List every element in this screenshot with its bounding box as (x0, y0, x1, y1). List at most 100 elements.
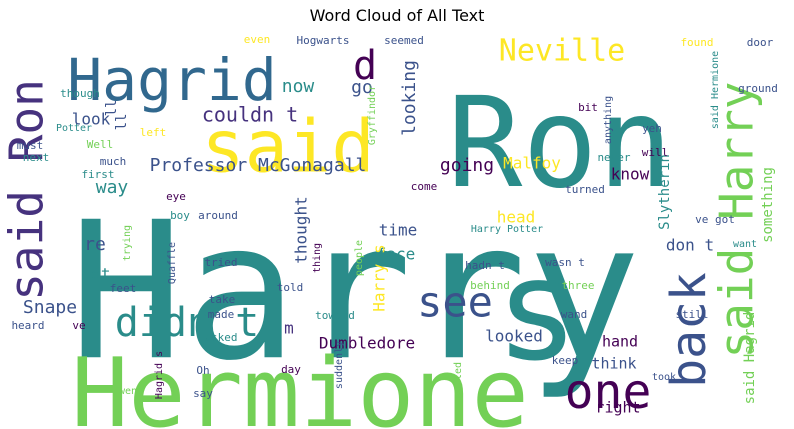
word-bit: bit (578, 101, 598, 114)
word-hadn-t: hadn t (465, 259, 505, 272)
word-something: something (760, 167, 776, 243)
word-harry-s: Harry s (370, 244, 389, 311)
word-ve: ve (72, 319, 85, 332)
word-told: told (277, 281, 304, 294)
word-looking: looking (399, 60, 420, 136)
word-got: got (82, 265, 111, 284)
word-said-harry: said Harry (710, 82, 764, 359)
word-said-hagrid: said Hagrid (742, 312, 758, 405)
word-heard: heard (11, 319, 44, 332)
word-gryffindor: Gryffindor (367, 85, 378, 145)
word-thought: thought (292, 196, 311, 263)
word-thing: thing (312, 243, 323, 273)
word-suddenly: suddenly (334, 341, 345, 389)
word-didn-t: didn t (115, 300, 260, 346)
word-re: re (84, 234, 106, 255)
word-ve-got: ve got (695, 213, 735, 226)
word-quaffle: Quaffle (167, 242, 178, 284)
word-slytherin: Slytherin (657, 154, 673, 230)
word-right: right (595, 399, 640, 417)
word-asked: asked (204, 331, 237, 344)
word-tried: tried (204, 256, 237, 269)
word-around: around (198, 209, 238, 222)
word-oh: Oh (196, 364, 209, 377)
word-time: time (379, 221, 418, 240)
word-anything: anything (603, 96, 614, 144)
word-take: take (209, 293, 236, 306)
word-hagrid: Hagrid (67, 46, 277, 114)
word-turned: turned (565, 183, 605, 196)
word-ground: ground (738, 82, 778, 95)
word-don-t: don t (666, 236, 714, 255)
word-still: still (675, 308, 708, 321)
word-way: way (96, 177, 129, 198)
word-took: took (652, 372, 676, 383)
word-left: left (140, 126, 167, 139)
word-couldn-t: couldn t (202, 103, 298, 127)
word-back: back (661, 272, 717, 388)
word-go: go (351, 77, 373, 98)
word-see: see (417, 278, 493, 327)
word-yeh: yeh (642, 122, 662, 135)
word-malfoy: Malfoy (503, 154, 561, 173)
word-want: want (733, 239, 757, 250)
word-made: made (208, 308, 235, 321)
word-said-hermione: said Hermione (710, 51, 721, 129)
word-three: three (561, 279, 594, 292)
word-professor-mcgonagall: Professor McGonagall (150, 155, 367, 176)
word-next: next (23, 151, 50, 164)
word-now: now (282, 76, 315, 97)
word-hermione: Hermione (71, 339, 529, 429)
word-hagrid-s: Hagrid s (154, 351, 165, 399)
word-said: said (201, 105, 374, 189)
word-toward: toward (315, 309, 355, 322)
word-going: going (440, 155, 494, 176)
word-head: head (497, 208, 536, 227)
word-went: went (119, 386, 143, 397)
word-hogwarts: Hogwarts (297, 34, 350, 47)
word-come: come (411, 180, 438, 193)
word-people: people (354, 240, 365, 276)
word-well: Well (87, 138, 114, 151)
word-m: m (284, 319, 294, 338)
word-seemed: seemed (384, 34, 424, 47)
word-harry-potter: Harry Potter (471, 224, 543, 235)
word-harry: Harry (69, 181, 641, 402)
word-dumbledore: Dumbledore (319, 334, 415, 353)
cloud-background (10, 32, 784, 420)
word-think: think (591, 355, 636, 373)
word-behind: behind (470, 279, 510, 292)
word-boy: boy (170, 209, 190, 222)
word-even: even (244, 33, 271, 46)
word-said-ron: said Ron (0, 79, 54, 301)
word-ll: ll (114, 114, 130, 131)
word-look: look (72, 110, 111, 129)
word-one: one (565, 364, 652, 420)
word-feet: feet (110, 282, 137, 295)
word-must: must (17, 139, 44, 152)
word-door: door (747, 36, 774, 49)
word-much: much (100, 155, 127, 168)
word-wasn-t: wasn t (545, 256, 585, 269)
word-face: face (377, 245, 416, 264)
word-day: day (281, 363, 301, 376)
word-ll: ll (104, 100, 120, 117)
word-s: s (495, 230, 579, 393)
word-ron: Ron (447, 71, 673, 216)
word-first: first (81, 168, 114, 181)
chart-title: Word Cloud of All Text (309, 6, 485, 25)
word-potter: Potter (56, 123, 92, 134)
word-wand: wand (561, 308, 588, 321)
word-though: though (60, 87, 100, 100)
word-say: say (193, 387, 213, 400)
word-keep: keep (552, 354, 579, 367)
word-hand: hand (602, 333, 638, 351)
word-know: know (611, 165, 650, 184)
word-snape: Snape (23, 297, 77, 318)
word-d: d (353, 43, 377, 89)
word-never: never (597, 151, 630, 164)
word-neville: Neville (499, 34, 625, 69)
word-looked: looked (485, 327, 543, 346)
